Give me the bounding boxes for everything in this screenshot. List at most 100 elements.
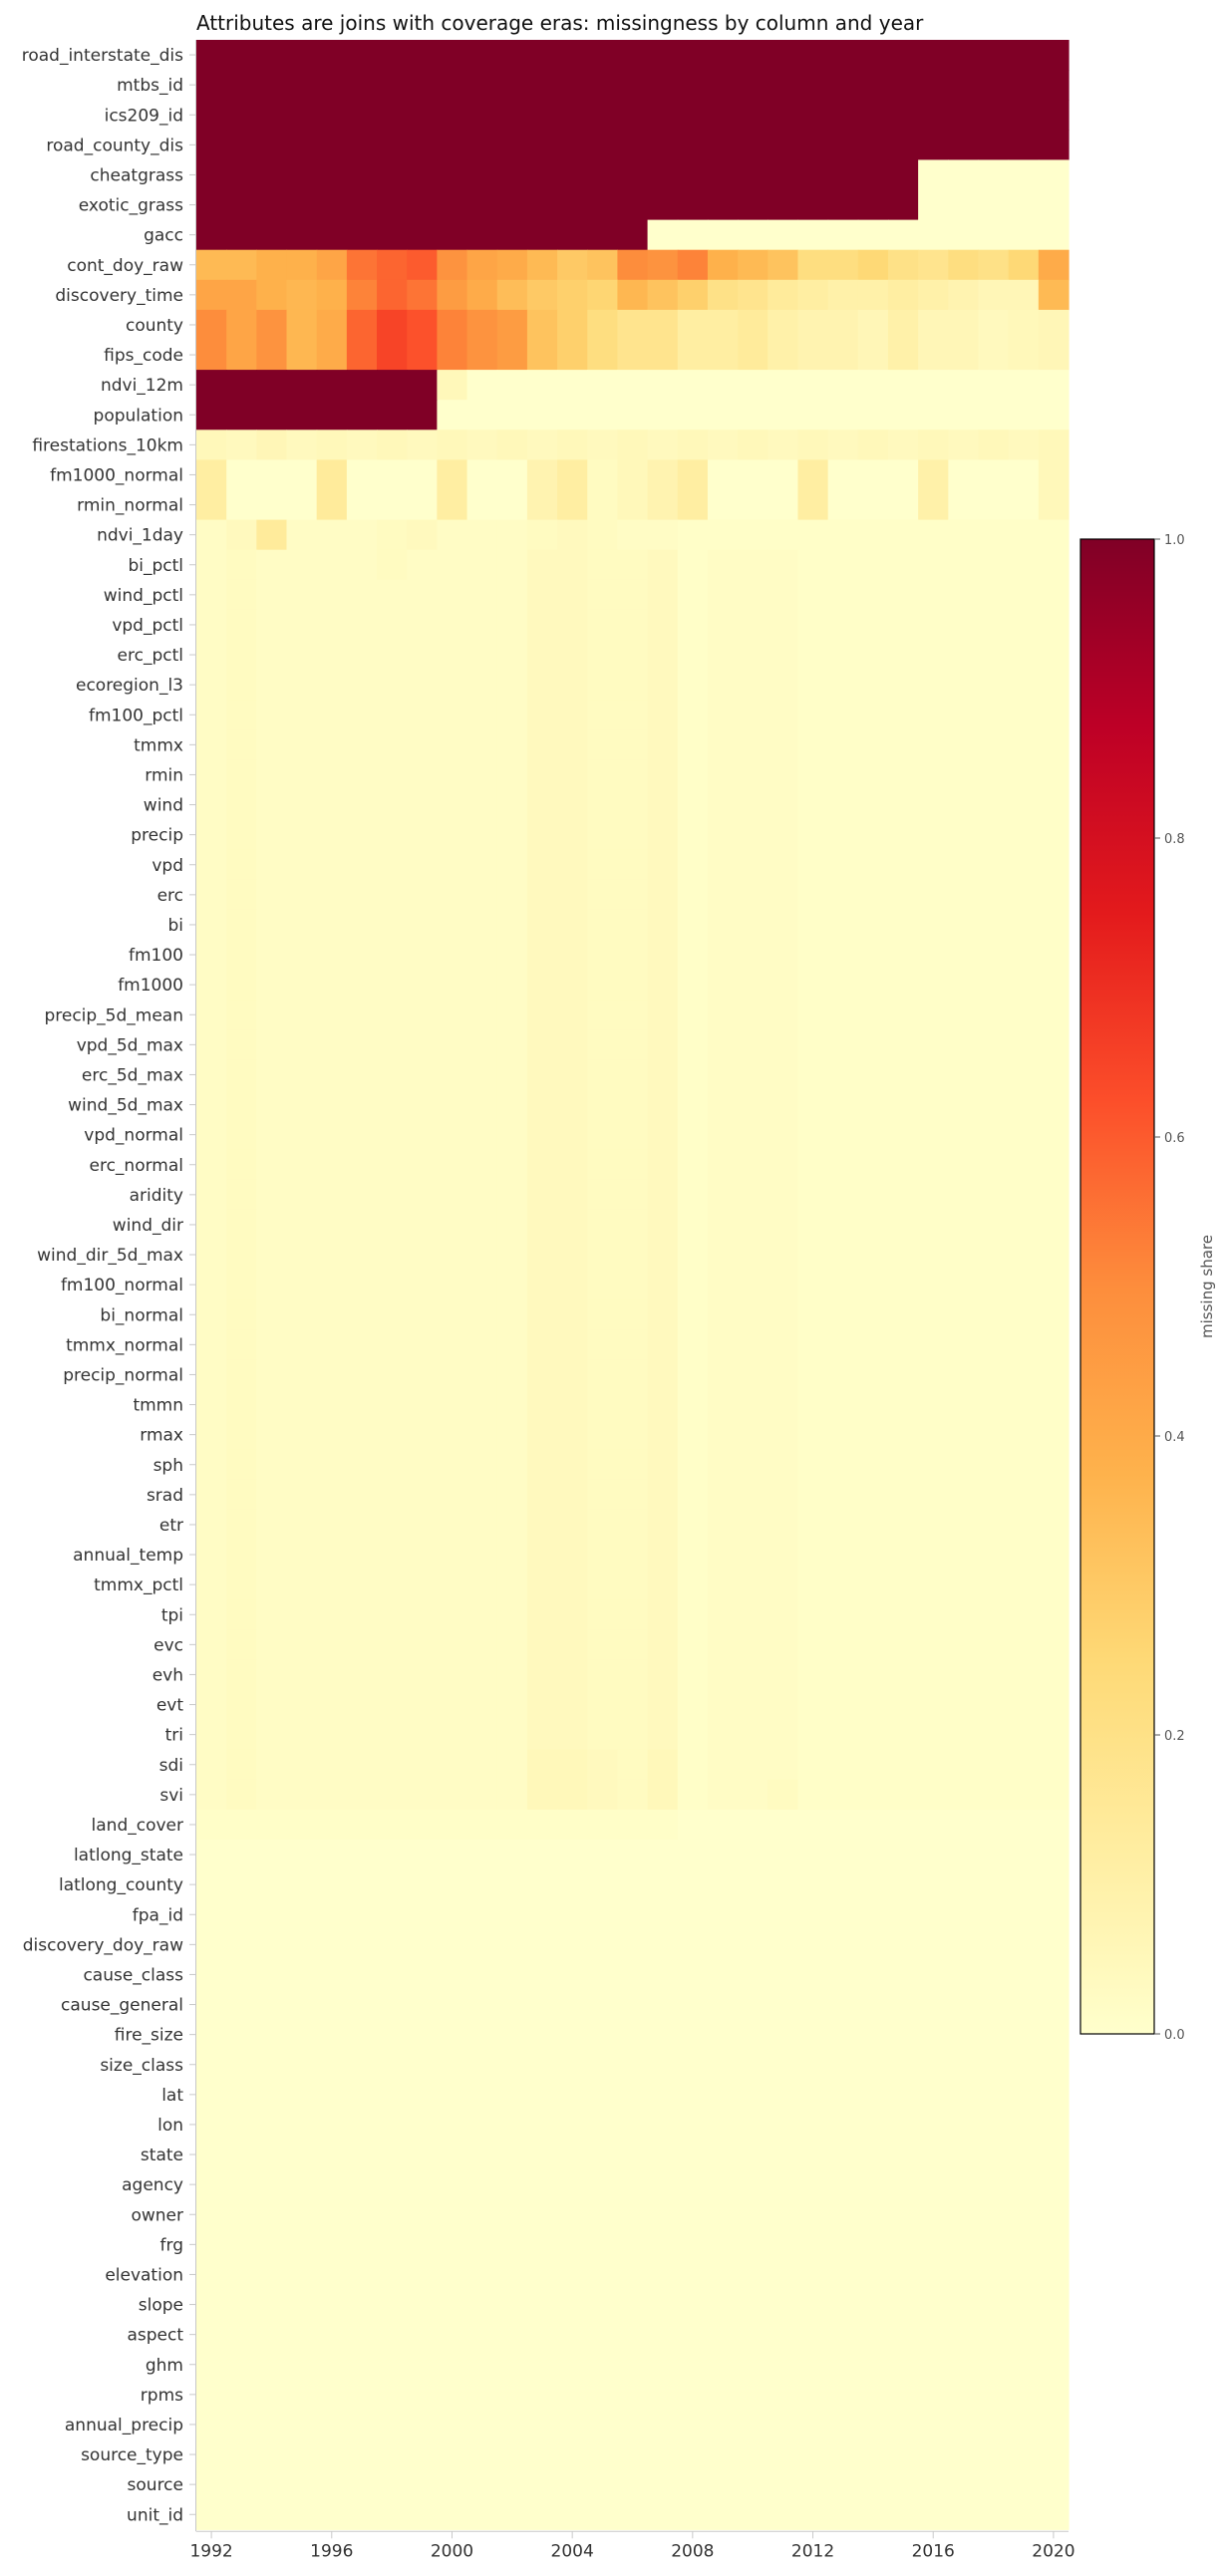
row-label: fm1000_normal — [50, 465, 183, 485]
heatmap-cell — [256, 2079, 288, 2111]
heatmap-cell — [316, 1179, 348, 1211]
heatmap-cell — [677, 1899, 709, 1930]
heatmap-cell — [466, 1359, 498, 1391]
heatmap-cell — [707, 279, 739, 311]
heatmap-cell — [316, 1809, 348, 1841]
heatmap-cell — [1038, 1629, 1070, 1660]
heatmap-cell — [857, 1899, 889, 1930]
heatmap-cell — [526, 1240, 558, 1271]
heatmap-cell — [466, 1119, 498, 1151]
heatmap-cell — [918, 1509, 949, 1541]
heatmap-cell — [827, 1989, 859, 2021]
heatmap-cell — [797, 2499, 829, 2530]
heatmap-cell — [466, 2109, 498, 2141]
row-label: land_cover — [92, 1816, 183, 1836]
heatmap-cell — [647, 2409, 679, 2440]
heatmap-cell — [226, 700, 257, 730]
heatmap-cell — [557, 2499, 588, 2530]
heatmap-cell — [316, 1540, 348, 1571]
heatmap-cell — [857, 159, 889, 191]
heatmap-cell — [647, 700, 679, 730]
heatmap-cell — [707, 2140, 739, 2170]
heatmap-cell — [587, 2199, 619, 2230]
heatmap-cell — [226, 1240, 257, 1271]
heatmap-cell — [316, 759, 348, 791]
heatmap-cell — [738, 1329, 768, 1360]
row-label: tpi — [161, 1605, 183, 1625]
heatmap-cell — [887, 1869, 919, 1900]
heatmap-cell — [677, 1809, 709, 1841]
heatmap-cell — [767, 2079, 799, 2111]
heatmap-cell — [437, 429, 468, 460]
heatmap-cell — [767, 1989, 799, 2021]
heatmap-cell — [978, 2469, 1010, 2500]
heatmap-cell — [466, 70, 498, 101]
heatmap-cell — [887, 1029, 919, 1060]
heatmap-cell — [797, 1149, 829, 1181]
heatmap-cell — [617, 70, 649, 101]
heatmap-cell — [316, 1119, 348, 1151]
row-label: bi_normal — [100, 1305, 183, 1325]
heatmap-cell — [466, 519, 498, 551]
heatmap-cell — [767, 459, 799, 491]
heatmap-cell — [437, 1689, 468, 1721]
heatmap-cell — [738, 189, 768, 221]
heatmap-cell — [466, 1299, 498, 1330]
heatmap-cell — [316, 1089, 348, 1121]
heatmap-cell — [1008, 1149, 1040, 1181]
heatmap-cell — [377, 2469, 408, 2500]
row-label: aspect — [127, 2326, 183, 2346]
heatmap-cell — [707, 1209, 739, 1241]
heatmap-cell — [918, 2019, 949, 2051]
heatmap-cell — [797, 2079, 829, 2111]
heatmap-cell — [948, 909, 980, 941]
heatmap-cell — [647, 2439, 679, 2470]
heatmap-cell — [437, 1179, 468, 1211]
heatmap-cell — [707, 340, 739, 371]
heatmap-cell — [767, 970, 799, 1001]
heatmap-cell — [526, 1570, 558, 1600]
heatmap-cell — [526, 2319, 558, 2351]
heatmap-cell — [647, 670, 679, 701]
heatmap-cell — [466, 1599, 498, 1630]
row-label: erc_pctl — [118, 646, 183, 666]
heatmap-cell — [196, 2409, 227, 2440]
heatmap-cell — [857, 1840, 889, 1870]
heatmap-cell — [617, 189, 649, 221]
heatmap-cell — [496, 159, 528, 191]
heatmap-cell — [857, 1809, 889, 1841]
row-label: bi — [167, 916, 183, 936]
heatmap-cell — [827, 1869, 859, 1900]
heatmap-cell — [827, 609, 859, 641]
heatmap-cell — [316, 2140, 348, 2170]
heatmap-cell — [918, 249, 949, 281]
heatmap-cell — [1008, 1000, 1040, 1030]
heatmap-cell — [707, 879, 739, 911]
heatmap-cell — [407, 1240, 438, 1271]
heatmap-cell — [377, 879, 408, 911]
heatmap-cell — [857, 279, 889, 311]
heatmap-cell — [827, 309, 859, 341]
heatmap-cell — [797, 1329, 829, 1360]
heatmap-cell — [496, 1540, 528, 1571]
heatmap-cell — [587, 1329, 619, 1360]
heatmap-cell — [918, 340, 949, 371]
heatmap-cell — [617, 340, 649, 371]
heatmap-cell — [526, 1809, 558, 1841]
heatmap-cell — [827, 2019, 859, 2051]
heatmap-cell — [617, 909, 649, 941]
heatmap-cell — [587, 729, 619, 760]
heatmap-cell — [196, 1509, 227, 1541]
heatmap-cell — [496, 370, 528, 401]
heatmap-cell — [437, 819, 468, 851]
heatmap-cell — [407, 2109, 438, 2141]
heatmap-cell — [587, 189, 619, 221]
heatmap-cell — [887, 1809, 919, 1841]
heatmap-cell — [377, 909, 408, 941]
heatmap-cell — [617, 609, 649, 641]
heatmap-cell — [196, 1749, 227, 1781]
heatmap-cell — [226, 549, 257, 581]
heatmap-cell — [677, 100, 709, 131]
heatmap-cell — [767, 2439, 799, 2470]
